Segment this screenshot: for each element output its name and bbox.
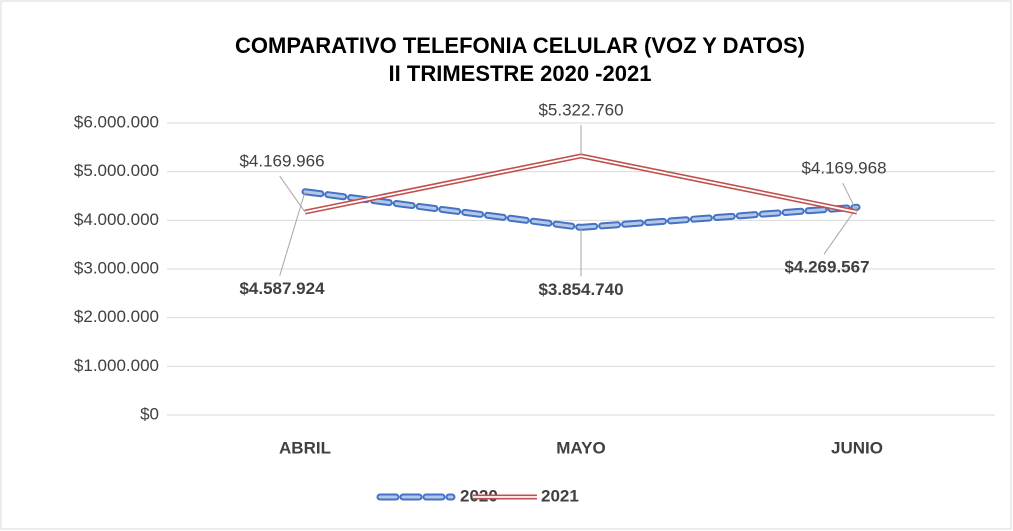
y-tick-label: $6.000.000: [74, 112, 159, 131]
data-label: $4.587.924: [239, 279, 325, 298]
y-tick-label: $0: [140, 404, 159, 423]
leader-line: [842, 182, 858, 213]
leader-line: [279, 175, 306, 213]
x-tick-label: ABRIL: [279, 438, 331, 457]
y-tick-label: $1.000.000: [74, 356, 159, 375]
y-tick-label: $5.000.000: [74, 161, 159, 180]
data-label: $5.322.760: [538, 100, 623, 119]
leader-line: [823, 206, 858, 255]
x-tick-label: MAYO: [556, 438, 605, 457]
chart-title: COMPARATIVO TELEFONIA CELULAR (VOZ Y DAT…: [235, 33, 805, 58]
legend-label: 2021: [541, 486, 579, 505]
data-label: $4.169.968: [801, 159, 886, 178]
x-tick-label: JUNIO: [831, 438, 883, 457]
data-label: $4.269.567: [784, 258, 869, 277]
y-tick-label: $3.000.000: [74, 258, 159, 277]
data-label: $3.854.740: [538, 280, 623, 299]
y-tick-label: $4.000.000: [74, 210, 159, 229]
data-label: $4.169.966: [239, 152, 324, 171]
chart-subtitle: II TRIMESTRE 2020 -2021: [389, 61, 652, 86]
y-tick-label: $2.000.000: [74, 307, 159, 326]
